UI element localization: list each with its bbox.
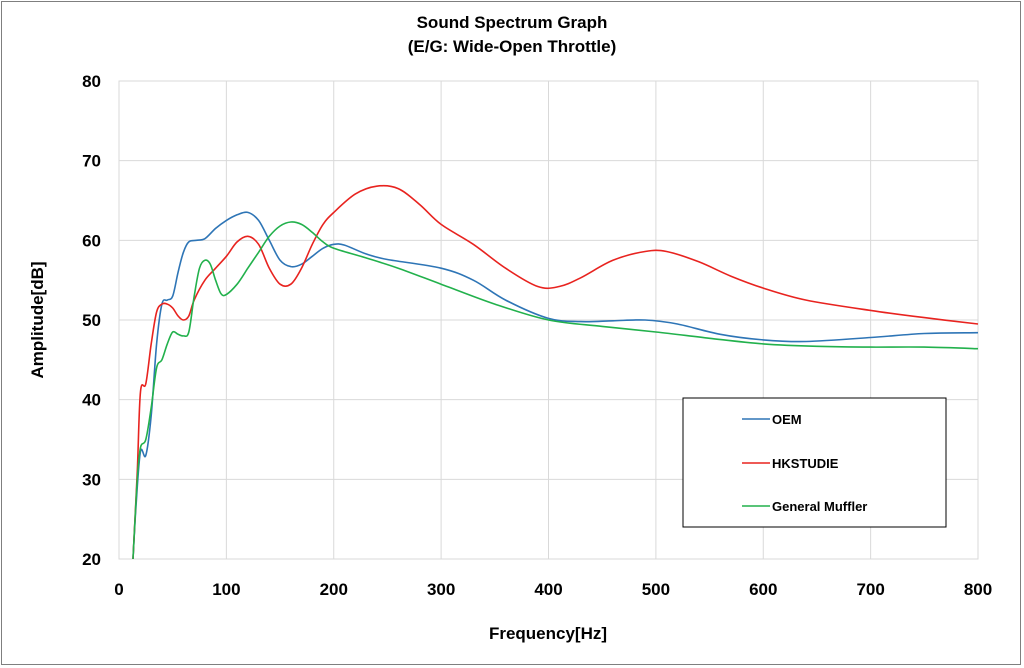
y-tick-label: 70 [82, 152, 101, 171]
x-tick-label: 0 [114, 580, 123, 599]
x-tick-label: 300 [427, 580, 455, 599]
x-tick-label: 500 [642, 580, 670, 599]
y-tick-label: 50 [82, 311, 101, 330]
y-tick-label: 30 [82, 470, 101, 489]
y-tick-label: 80 [82, 72, 101, 91]
legend-box [682, 397, 947, 528]
series-line-oem [132, 211, 979, 560]
legend-label-hkstudie: HKSTUDIE [772, 456, 839, 471]
y-tick-label: 20 [82, 550, 101, 569]
y-axis-label: Amplitude[dB] [28, 261, 47, 378]
y-tick-label: 60 [82, 231, 101, 250]
series-line-hkstudie [132, 184, 979, 560]
x-tick-label: 800 [964, 580, 992, 599]
x-tick-label: 400 [534, 580, 562, 599]
legend: OEM HKSTUDIE General Muffler [682, 397, 947, 528]
y-tick-label: 40 [82, 391, 101, 410]
chart-subtitle: (E/G: Wide-Open Throttle) [408, 37, 617, 56]
legend-label-oem: OEM [772, 412, 802, 427]
x-tick-label: 200 [320, 580, 348, 599]
series-line-general-muffler [132, 221, 979, 560]
plot-area [118, 80, 979, 560]
x-axis-label: Frequency[Hz] [489, 624, 607, 643]
legend-label-general-muffler: General Muffler [772, 499, 867, 514]
x-tick-label: 600 [749, 580, 777, 599]
x-tick-label: 100 [212, 580, 240, 599]
x-tick-label: 700 [856, 580, 884, 599]
chart-title: Sound Spectrum Graph [417, 13, 608, 32]
series-layer [132, 184, 979, 560]
